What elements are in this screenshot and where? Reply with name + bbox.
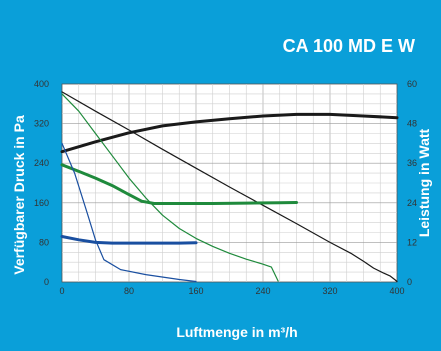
series-line-4: [60, 163, 298, 205]
y2-tick-label: 0: [407, 277, 412, 287]
y-tick-label: 80: [39, 237, 49, 247]
y2-tick-label: 24: [407, 198, 417, 208]
series-line-3: [61, 93, 279, 282]
y-tick-label: 160: [34, 198, 49, 208]
series-line-1: [61, 91, 398, 283]
tick-labels: 0 80 160 240 320 4000801602403204000122436486…: [34, 79, 417, 296]
series-line-6: [60, 235, 198, 245]
x-tick-label: 240: [255, 286, 270, 296]
series-layer: [60, 91, 399, 283]
series-line-2: [60, 112, 399, 154]
x-tick-label: 160: [188, 286, 203, 296]
y-axis-title: Verfügbarer Druck in Pa: [11, 115, 27, 275]
y-tick-label: 240: [34, 158, 49, 168]
series-line-5: [61, 142, 197, 283]
y2-tick-label: 48: [407, 119, 417, 129]
y2-axis-title: Leistung in Watt: [416, 128, 432, 237]
x-tick-label: 400: [389, 286, 404, 296]
y-tick-label: 320: [34, 119, 49, 129]
grid: [62, 84, 397, 282]
y-tick-label: 0: [44, 277, 49, 287]
chart-title: CA 100 MD E W: [282, 36, 415, 56]
y2-tick-label: 36: [407, 158, 417, 168]
y2-tick-label: 12: [407, 237, 417, 247]
y2-tick-label: 60: [407, 79, 417, 89]
x-tick-label: 0: [59, 286, 64, 296]
x-tick-label: 320: [322, 286, 337, 296]
x-axis-title: Luftmenge in m³/h: [176, 324, 297, 340]
x-tick-label: 80: [124, 286, 134, 296]
y-tick-label: 400: [34, 79, 49, 89]
